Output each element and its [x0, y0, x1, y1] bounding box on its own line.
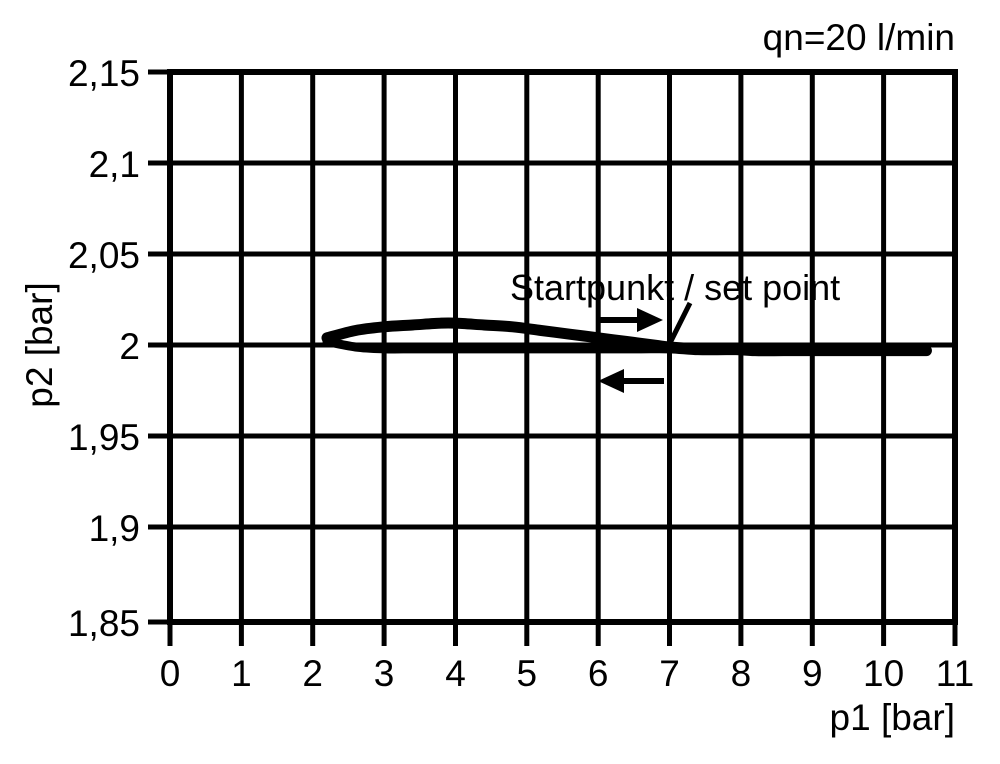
y-tick-label-0: 2,15 [68, 53, 140, 94]
y-tick-label-3: 2 [119, 326, 140, 367]
annotation-leader-line [666, 301, 693, 347]
arrow-right-icon [597, 308, 663, 332]
x-tick-label-6: 6 [588, 653, 609, 694]
curve-decreasing [322, 337, 931, 356]
x-tick-label-1: 1 [231, 653, 252, 694]
x-tick-label-10: 10 [863, 653, 904, 694]
x-tick-label-9: 9 [802, 653, 823, 694]
x-tickmarks [167, 622, 958, 646]
y-axis-title: p2 [bar] [19, 282, 60, 407]
x-tick-labels: 0 1 2 3 4 5 6 7 8 9 10 11 [160, 653, 975, 694]
y-tick-labels: 2,15 2,1 2,05 2 1,95 1,9 1,85 [68, 53, 140, 644]
arrow-right-head [637, 308, 663, 332]
annotation-startpunkt-label: Startpunkt / set point [510, 267, 840, 308]
x-tick-label-11: 11 [936, 653, 974, 694]
x-tick-label-8: 8 [731, 653, 752, 694]
x-tick-label-2: 2 [302, 653, 323, 694]
x-tick-label-5: 5 [517, 653, 538, 694]
plot-frame [167, 69, 958, 625]
chart-title: qn=20 l/min [763, 17, 955, 58]
arrow-left-icon [598, 369, 664, 393]
y-tick-label-2: 2,05 [68, 235, 140, 276]
x-tick-label-3: 3 [374, 653, 395, 694]
x-tick-label-7: 7 [659, 653, 680, 694]
x-tick-label-0: 0 [160, 653, 181, 694]
y-tickmarks [148, 69, 170, 625]
y-tick-label-5: 1,9 [89, 508, 140, 549]
y-tick-label-4: 1,95 [68, 417, 140, 458]
y-tick-label-6: 1,85 [68, 603, 140, 644]
y-tick-label-1: 2,1 [89, 144, 140, 185]
arrow-left-head [598, 369, 624, 393]
x-axis-title: p1 [bar] [830, 697, 955, 738]
data-curves [321, 317, 932, 357]
x-tick-label-4: 4 [445, 653, 466, 694]
